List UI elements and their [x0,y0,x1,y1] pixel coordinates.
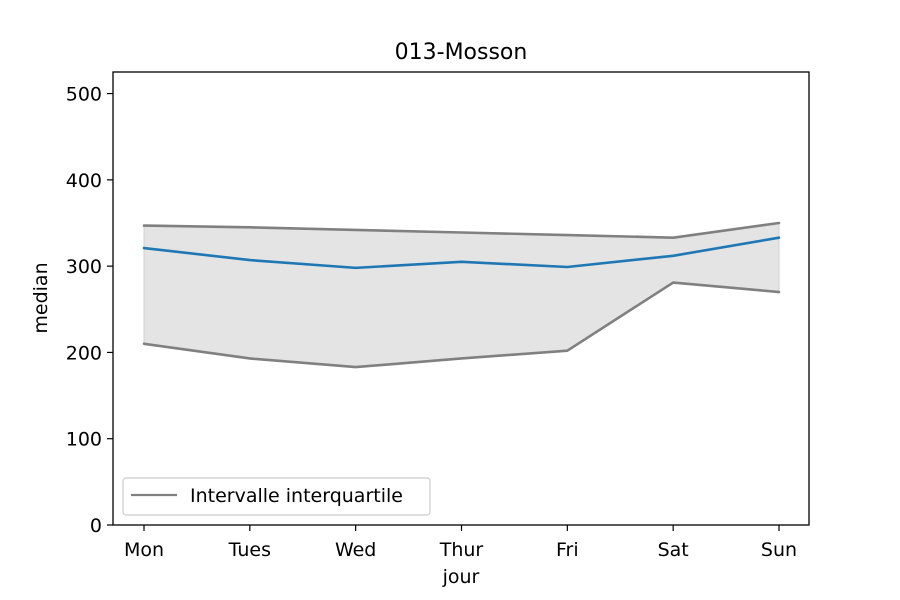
y-tick-label: 500 [66,84,102,106]
legend-label: Intervalle interquartile [190,485,403,507]
upper-quartile-line [142,221,781,239]
x-tick-label: Sun [761,539,797,561]
y-tick-label: 300 [66,256,102,278]
x-tick-label: Wed [335,539,376,561]
x-tick-label: Fri [556,539,579,561]
median-line [142,236,781,270]
plot-area: 0 100 200 300 400 500 Mon Tues Wed Thur Fri Sat Sun [66,71,810,561]
lower-quartile-line [142,281,781,369]
x-axis-label: jour [442,566,480,588]
y-tick-label: 400 [66,170,102,192]
y-axis-label: median [30,262,52,333]
x-tick-label: Mon [124,539,164,561]
y-tick-label: 0 [90,515,102,537]
legend-box [122,477,431,516]
x-tick-label: Tues [228,539,271,561]
x-tick-label: Sat [658,539,689,561]
interquartile-band [143,222,780,368]
x-tick-label: Thur [439,539,484,561]
chart-title: 013-Mosson [395,40,528,65]
y-tick-label: 200 [66,342,102,364]
legend: Intervalle interquartile [122,477,431,516]
y-tick-label: 100 [66,429,102,451]
